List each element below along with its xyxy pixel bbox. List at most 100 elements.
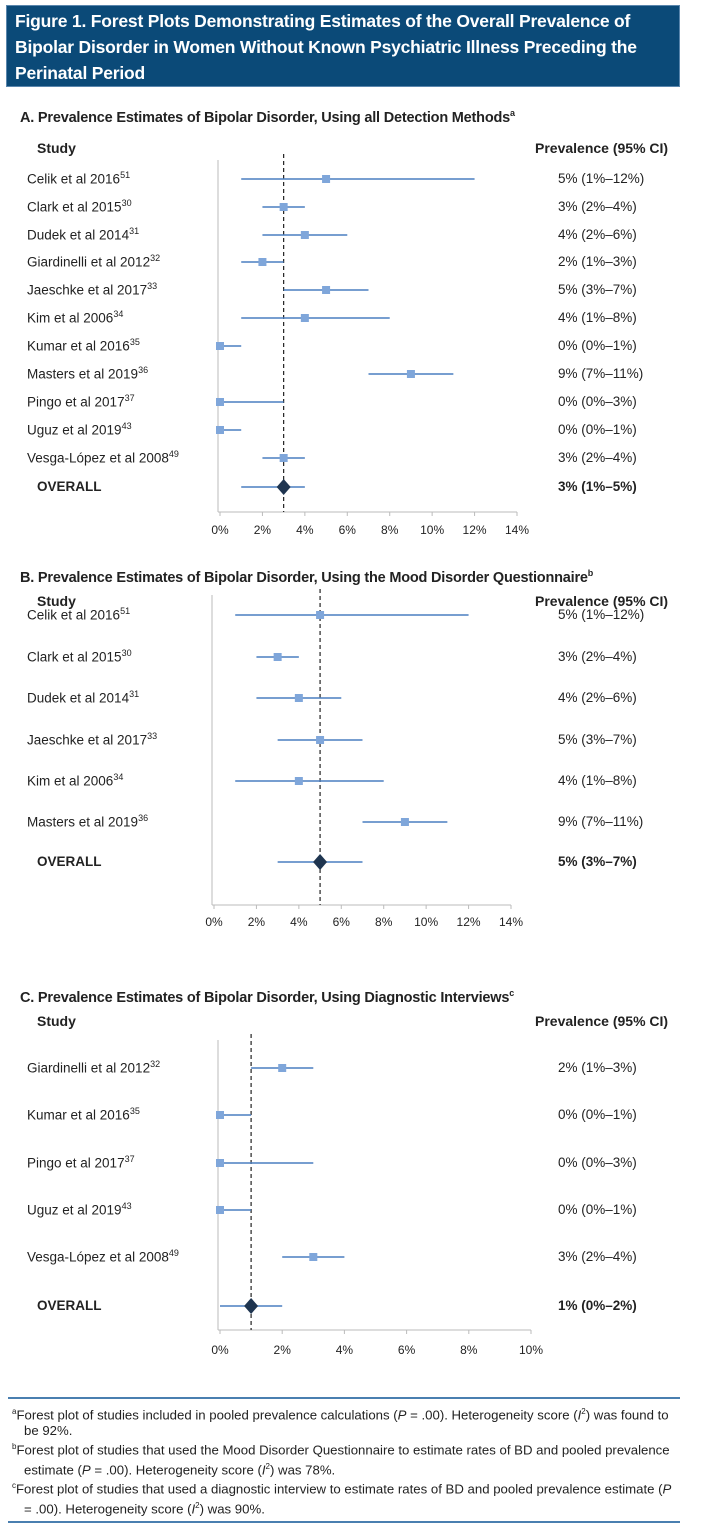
study-name: Jaeschke et al 201733 [27, 281, 157, 298]
study-name-text: Dudek et al 2014 [27, 227, 130, 243]
x-tick-label: 10% [414, 915, 439, 929]
x-tick-label: 4% [296, 523, 314, 537]
study-name-text: Kumar et al 2016 [27, 338, 130, 354]
point-estimate-marker [400, 818, 409, 826]
prevalence-value: 0% (0%–1%) [558, 337, 637, 353]
study-reference: 36 [138, 364, 149, 375]
study-name-text: Uguz et al 2019 [27, 1202, 122, 1218]
footnote-italic: P [662, 1481, 672, 1497]
prevalence-value: 4% (1%–8%) [558, 309, 637, 325]
x-tick-label: 8% [381, 523, 399, 537]
point-estimate-marker [278, 1064, 287, 1072]
footnote: aForest plot of studies included in pool… [12, 1404, 682, 1439]
panel-title-text: C. Prevalence Estimates of Bipolar Disor… [20, 989, 510, 1006]
study-reference: 30 [121, 647, 132, 658]
study-name: Kim et al 200634 [27, 309, 123, 326]
footnote-text: ) was 78%. [269, 1462, 336, 1478]
footnote-text: = .00). Heterogeneity score ( [90, 1462, 262, 1478]
point-estimate-marker [316, 736, 325, 744]
prevalence-value: 3% (2%–4%) [558, 648, 637, 664]
prevalence-value: 0% (0%–3%) [558, 393, 637, 409]
point-estimate-marker [322, 175, 331, 183]
overall-label: OVERALL [37, 853, 102, 869]
study-name: Kim et al 200634 [27, 772, 123, 789]
overall-value: 1% (0%–2%) [558, 1297, 637, 1313]
point-estimate-marker [322, 286, 331, 294]
footnote-bottom-rule [8, 1521, 680, 1523]
point-estimate-marker [300, 231, 309, 239]
study-name-text: Jaeschke et al 2017 [27, 732, 148, 748]
footnotes: aForest plot of studies included in pool… [12, 1404, 682, 1517]
footnote-text: ) was 90%. [199, 1500, 265, 1516]
x-tick-label: 6% [338, 523, 356, 537]
study-name: Kumar et al 201635 [27, 337, 140, 354]
overall-label: OVERALL [37, 1297, 102, 1313]
study-name-text: Jaeschke et al 2017 [27, 282, 148, 298]
footnote-text: Forest plot of studies that used the Moo… [16, 1442, 670, 1478]
point-estimate-marker [216, 342, 224, 350]
x-tick-label: 0% [211, 523, 229, 537]
prevalence-column-header: Prevalence (95% CI) [535, 1013, 669, 1029]
prevalence-value: 3% (2%–4%) [558, 449, 637, 465]
x-tick-label: 0% [205, 915, 223, 929]
footnote-text: Forest plot of studies included in poole… [16, 1407, 398, 1423]
overall-value: 5% (3%–7%) [558, 853, 637, 869]
x-tick-label: 4% [290, 915, 308, 929]
point-estimate-marker [279, 454, 288, 462]
x-tick-label: 6% [397, 1343, 416, 1357]
study-reference: 35 [129, 336, 140, 347]
overall-diamond [313, 854, 328, 870]
prevalence-value: 3% (2%–4%) [558, 1248, 637, 1264]
study-reference: 51 [120, 605, 131, 616]
footnote-italic: P [397, 1407, 407, 1423]
footnote-italic: I [191, 1500, 196, 1516]
x-tick-label: 10% [420, 523, 445, 537]
study-reference: 31 [129, 688, 140, 699]
study-name: Giardinelli et al 201232 [27, 253, 160, 269]
study-name-text: Giardinelli et al 2012 [27, 1060, 151, 1076]
study-name-text: Kim et al 2006 [27, 310, 114, 326]
study-name-text: Dudek et al 2014 [27, 690, 130, 706]
x-tick-label: 2% [273, 1343, 291, 1357]
study-name: Uguz et al 201943 [27, 1201, 132, 1218]
study-reference: 33 [147, 730, 158, 741]
prevalence-value: 5% (1%–12%) [558, 606, 645, 622]
footnote-italic: I [577, 1407, 582, 1423]
prevalence-value: 0% (0%–3%) [558, 1154, 637, 1170]
study-name: Jaeschke et al 201733 [27, 731, 157, 748]
study-name-text: Clark et al 2015 [27, 199, 122, 215]
study-name: Clark et al 201530 [27, 648, 132, 665]
x-tick-label: 8% [460, 1343, 478, 1357]
point-estimate-marker [309, 1253, 318, 1261]
study-reference: 49 [168, 448, 179, 459]
study-name-text: Uguz et al 2019 [27, 422, 122, 438]
footnote-text: = .00). Heterogeneity score ( [406, 1407, 578, 1423]
point-estimate-marker [294, 777, 303, 785]
x-tick-label: 12% [462, 523, 487, 537]
study-name: Kumar et al 201635 [27, 1106, 140, 1123]
study-reference: 37 [124, 1153, 135, 1164]
prevalence-column-header: Prevalence (95% CI) [535, 140, 669, 156]
footnote-superscript: 2 [581, 1407, 586, 1416]
study-reference: 35 [129, 1105, 140, 1116]
study-name-text: Masters et al 2019 [27, 366, 139, 382]
study-name: Uguz et al 201943 [27, 421, 132, 438]
prevalence-value: 5% (3%–7%) [558, 281, 637, 297]
study-name: Celik et al 201651 [27, 170, 130, 187]
point-estimate-marker [216, 426, 224, 434]
footnote: bForest plot of studies that used the Mo… [12, 1439, 682, 1478]
overall-label: OVERALL [37, 478, 102, 494]
study-reference: 30 [121, 197, 132, 208]
x-tick-label: 2% [247, 915, 266, 929]
panel-title: C. Prevalence Estimates of Bipolar Disor… [20, 988, 514, 1006]
point-estimate-marker [216, 1111, 224, 1119]
prevalence-value: 9% (7%–11%) [558, 813, 644, 829]
study-reference: 31 [129, 225, 140, 236]
study-reference: 32 [150, 252, 161, 263]
study-reference: 43 [121, 1200, 132, 1211]
point-estimate-marker [406, 370, 415, 378]
footnote: cForest plot of studies that used a diag… [12, 1478, 682, 1517]
study-name: Vesga-López et al 200849 [27, 449, 179, 466]
study-name: Masters et al 201936 [27, 813, 148, 830]
